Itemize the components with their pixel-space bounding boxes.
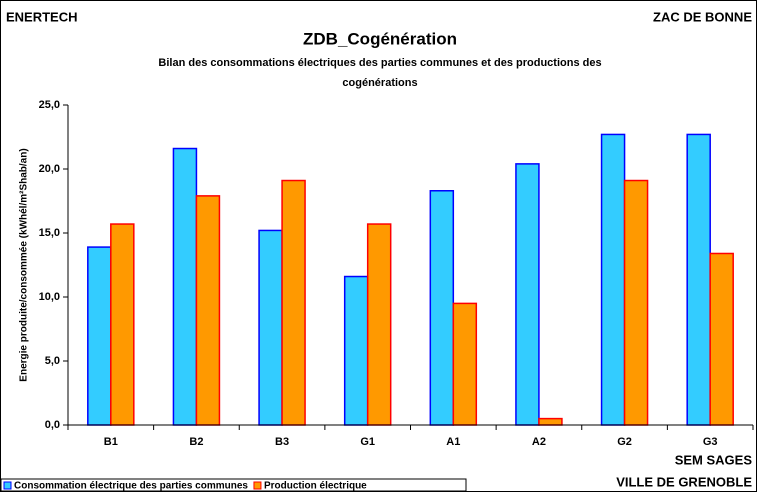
y-tick-label: 25,0 xyxy=(39,99,60,111)
bar xyxy=(709,252,734,426)
bar xyxy=(538,417,563,426)
y-tick-label: 20,0 xyxy=(39,163,60,175)
legend-label: Consommation électrique des parties comm… xyxy=(14,481,248,492)
legend-swatch xyxy=(3,481,12,490)
bar xyxy=(623,179,649,426)
bar xyxy=(281,179,306,426)
bar xyxy=(366,223,392,426)
x-tick-label: B2 xyxy=(189,436,203,448)
bar xyxy=(172,147,198,426)
y-tick-label: 10,0 xyxy=(39,291,60,303)
bar xyxy=(429,190,455,426)
x-tick-label: G1 xyxy=(360,436,375,448)
x-tick-label: G3 xyxy=(703,436,718,448)
chart-title: ZDB_Cogénération xyxy=(303,29,457,48)
annotation: ENERTECH xyxy=(6,9,78,24)
x-tick-label: B1 xyxy=(104,436,118,448)
annotation: VILLE DE GRENOBLE xyxy=(616,474,752,489)
bar xyxy=(452,302,478,426)
x-tick-label: A1 xyxy=(446,436,460,448)
y-tick-label: 5,0 xyxy=(45,355,60,367)
bar xyxy=(343,275,369,426)
bar xyxy=(195,195,221,426)
bar xyxy=(258,229,283,426)
y-axis-label: Energie produite/consommée (kWhél/m²Shab… xyxy=(19,148,30,381)
x-tick-label: A2 xyxy=(532,436,546,448)
y-tick-label: 15,0 xyxy=(39,227,60,239)
x-tick-label: B3 xyxy=(275,436,289,448)
bar xyxy=(686,133,711,426)
bar xyxy=(110,223,135,426)
annotation: ZAC DE BONNE xyxy=(653,9,752,24)
bar xyxy=(515,163,540,426)
annotation: SEM SAGES xyxy=(675,452,753,467)
legend-swatch xyxy=(253,481,262,490)
legend-label: Production électrique xyxy=(264,481,367,492)
bar xyxy=(87,246,112,426)
y-tick-label: 0,0 xyxy=(45,419,60,431)
bar xyxy=(600,133,626,426)
chart-subtitle: cogénérations xyxy=(342,77,417,89)
legend-box xyxy=(0,478,467,492)
x-tick-label: G2 xyxy=(617,436,632,448)
chart-subtitle: Bilan des consommations électriques des … xyxy=(158,57,601,69)
